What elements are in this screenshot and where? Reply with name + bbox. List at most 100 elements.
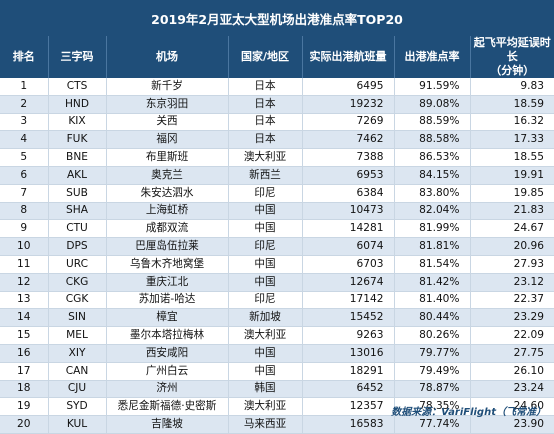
cell-code: URC <box>48 255 107 274</box>
cell-country: 新加坡 <box>228 308 303 328</box>
cell-delay: 18.59 <box>470 95 554 114</box>
cell-airport: 悉尼金斯福德·史密斯 <box>106 397 229 417</box>
cell-flights: 6703 <box>302 255 395 274</box>
cell-rank: 1 <box>0 78 49 96</box>
header-delay-line1: 起飞平均延误时长 <box>473 36 551 63</box>
cell-country: 马来西亚 <box>228 415 303 434</box>
cell-ontime: 88.59% <box>394 113 471 132</box>
cell-rank: 20 <box>0 415 49 434</box>
cell-flights: 6384 <box>302 184 395 203</box>
table-row: 18 CJU 济州 韩国 6452 78.87% 23.24 <box>0 380 554 399</box>
cell-flights: 12674 <box>302 273 395 292</box>
table-row: 11 URC 乌鲁木齐地窝堡 中国 6703 81.54% 27.93 <box>0 255 554 274</box>
cell-rank: 4 <box>0 130 49 150</box>
cell-ontime: 81.54% <box>394 255 471 274</box>
cell-airport: 朱安达泗水 <box>106 184 229 203</box>
cell-ontime: 84.15% <box>394 166 471 185</box>
cell-ontime: 81.40% <box>394 291 471 310</box>
table-row: 2 HND 东京羽田 日本 19232 89.08% 18.59 <box>0 95 554 114</box>
cell-delay: 23.12 <box>470 273 554 292</box>
cell-code: CJU <box>48 380 107 399</box>
table-row: 1 CTS 新千岁 日本 6495 91.59% 9.83 <box>0 78 554 96</box>
cell-code: BNE <box>48 148 107 167</box>
cell-ontime: 79.77% <box>394 344 471 363</box>
table-row: 7 SUB 朱安达泗水 印尼 6384 83.80% 19.85 <box>0 184 554 203</box>
cell-rank: 8 <box>0 202 49 221</box>
cell-flights: 6953 <box>302 166 395 185</box>
cell-flights: 19232 <box>302 95 395 114</box>
cell-airport: 福冈 <box>106 130 229 150</box>
cell-delay: 22.37 <box>470 291 554 310</box>
cell-airport: 西安咸阳 <box>106 344 229 363</box>
cell-ontime: 77.74% <box>394 415 471 434</box>
table-row: 6 AKL 奥克兰 新西兰 6953 84.15% 19.91 <box>0 166 554 185</box>
cell-delay: 17.33 <box>470 130 554 150</box>
cell-ontime: 82.04% <box>394 202 471 221</box>
cell-flights: 14281 <box>302 219 395 239</box>
cell-delay: 23.90 <box>470 415 554 434</box>
cell-country: 澳大利亚 <box>228 326 303 345</box>
table-row: 4 FUK 福冈 日本 7462 88.58% 17.33 <box>0 130 554 150</box>
cell-rank: 13 <box>0 291 49 310</box>
cell-country: 日本 <box>228 78 303 96</box>
cell-code: AKL <box>48 166 107 185</box>
table-row: 16 XIY 西安咸阳 中国 13016 79.77% 27.75 <box>0 344 554 363</box>
cell-airport: 成都双流 <box>106 219 229 239</box>
table-row: 19 SYD 悉尼金斯福德·史密斯 澳大利亚 12357 78.35% 24.60 <box>0 397 554 417</box>
cell-country: 中国 <box>228 255 303 274</box>
cell-country: 中国 <box>228 273 303 292</box>
cell-airport: 重庆江北 <box>106 273 229 292</box>
cell-country: 印尼 <box>228 291 303 310</box>
table-row: 13 CGK 苏加诺-哈达 印尼 17142 81.40% 22.37 <box>0 291 554 310</box>
cell-ontime: 80.44% <box>394 308 471 328</box>
cell-delay: 23.29 <box>470 308 554 328</box>
cell-rank: 12 <box>0 273 49 292</box>
header-rank: 排名 <box>0 36 49 78</box>
table-row: 10 DPS 巴厘岛伍拉莱 印尼 6074 81.81% 20.96 <box>0 237 554 256</box>
cell-code: CTS <box>48 78 107 96</box>
header-row: 排名 三字码 机场 国家/地区 实际出港航班量 出港准点率 起飞平均延误时长 （… <box>0 36 554 78</box>
cell-code: XIY <box>48 344 107 363</box>
cell-delay: 24.60 <box>470 397 554 417</box>
ontime-ranking-table: 排名 三字码 机场 国家/地区 实际出港航班量 出港准点率 起飞平均延误时长 （… <box>0 36 554 434</box>
cell-rank: 6 <box>0 166 49 185</box>
cell-code: SYD <box>48 397 107 417</box>
cell-airport: 乌鲁木齐地窝堡 <box>106 255 229 274</box>
cell-rank: 15 <box>0 326 49 345</box>
cell-rank: 18 <box>0 380 49 399</box>
cell-ontime: 88.58% <box>394 130 471 150</box>
cell-code: FUK <box>48 130 107 150</box>
cell-delay: 18.55 <box>470 148 554 167</box>
header-country: 国家/地区 <box>228 36 303 78</box>
cell-code: HND <box>48 95 107 114</box>
table-body: 1 CTS 新千岁 日本 6495 91.59% 9.83 2 HND 东京羽田 日本 19232 89… <box>0 78 554 434</box>
cell-delay: 23.24 <box>470 380 554 399</box>
cell-country: 澳大利亚 <box>228 397 303 417</box>
cell-airport: 新千岁 <box>106 78 229 96</box>
cell-ontime: 91.59% <box>394 78 471 96</box>
table-row: 9 CTU 成都双流 中国 14281 81.99% 24.67 <box>0 219 554 239</box>
cell-delay: 19.85 <box>470 184 554 203</box>
cell-code: CKG <box>48 273 107 292</box>
table-row: 12 CKG 重庆江北 中国 12674 81.42% 23.12 <box>0 273 554 292</box>
cell-delay: 24.67 <box>470 219 554 239</box>
cell-airport: 上海虹桥 <box>106 202 229 221</box>
cell-code: KIX <box>48 113 107 132</box>
cell-ontime: 78.35% <box>394 397 471 417</box>
data-source-note: 数据来源：VariFlight（飞常准） <box>391 407 546 418</box>
cell-code: CAN <box>48 362 107 381</box>
cell-flights: 17142 <box>302 291 395 310</box>
cell-airport: 苏加诺-哈达 <box>106 291 229 310</box>
cell-flights: 10473 <box>302 202 395 221</box>
cell-rank: 10 <box>0 237 49 256</box>
cell-delay: 21.83 <box>470 202 554 221</box>
cell-rank: 17 <box>0 362 49 381</box>
cell-rank: 3 <box>0 113 49 132</box>
cell-ontime: 86.53% <box>394 148 471 167</box>
table-row: 5 BNE 布里斯班 澳大利亚 7388 86.53% 18.55 <box>0 148 554 167</box>
cell-rank: 7 <box>0 184 49 203</box>
cell-country: 印尼 <box>228 237 303 256</box>
cell-delay: 22.09 <box>470 326 554 345</box>
cell-flights: 13016 <box>302 344 395 363</box>
table-header: 排名 三字码 机场 国家/地区 实际出港航班量 出港准点率 起飞平均延误时长 （… <box>0 36 554 78</box>
